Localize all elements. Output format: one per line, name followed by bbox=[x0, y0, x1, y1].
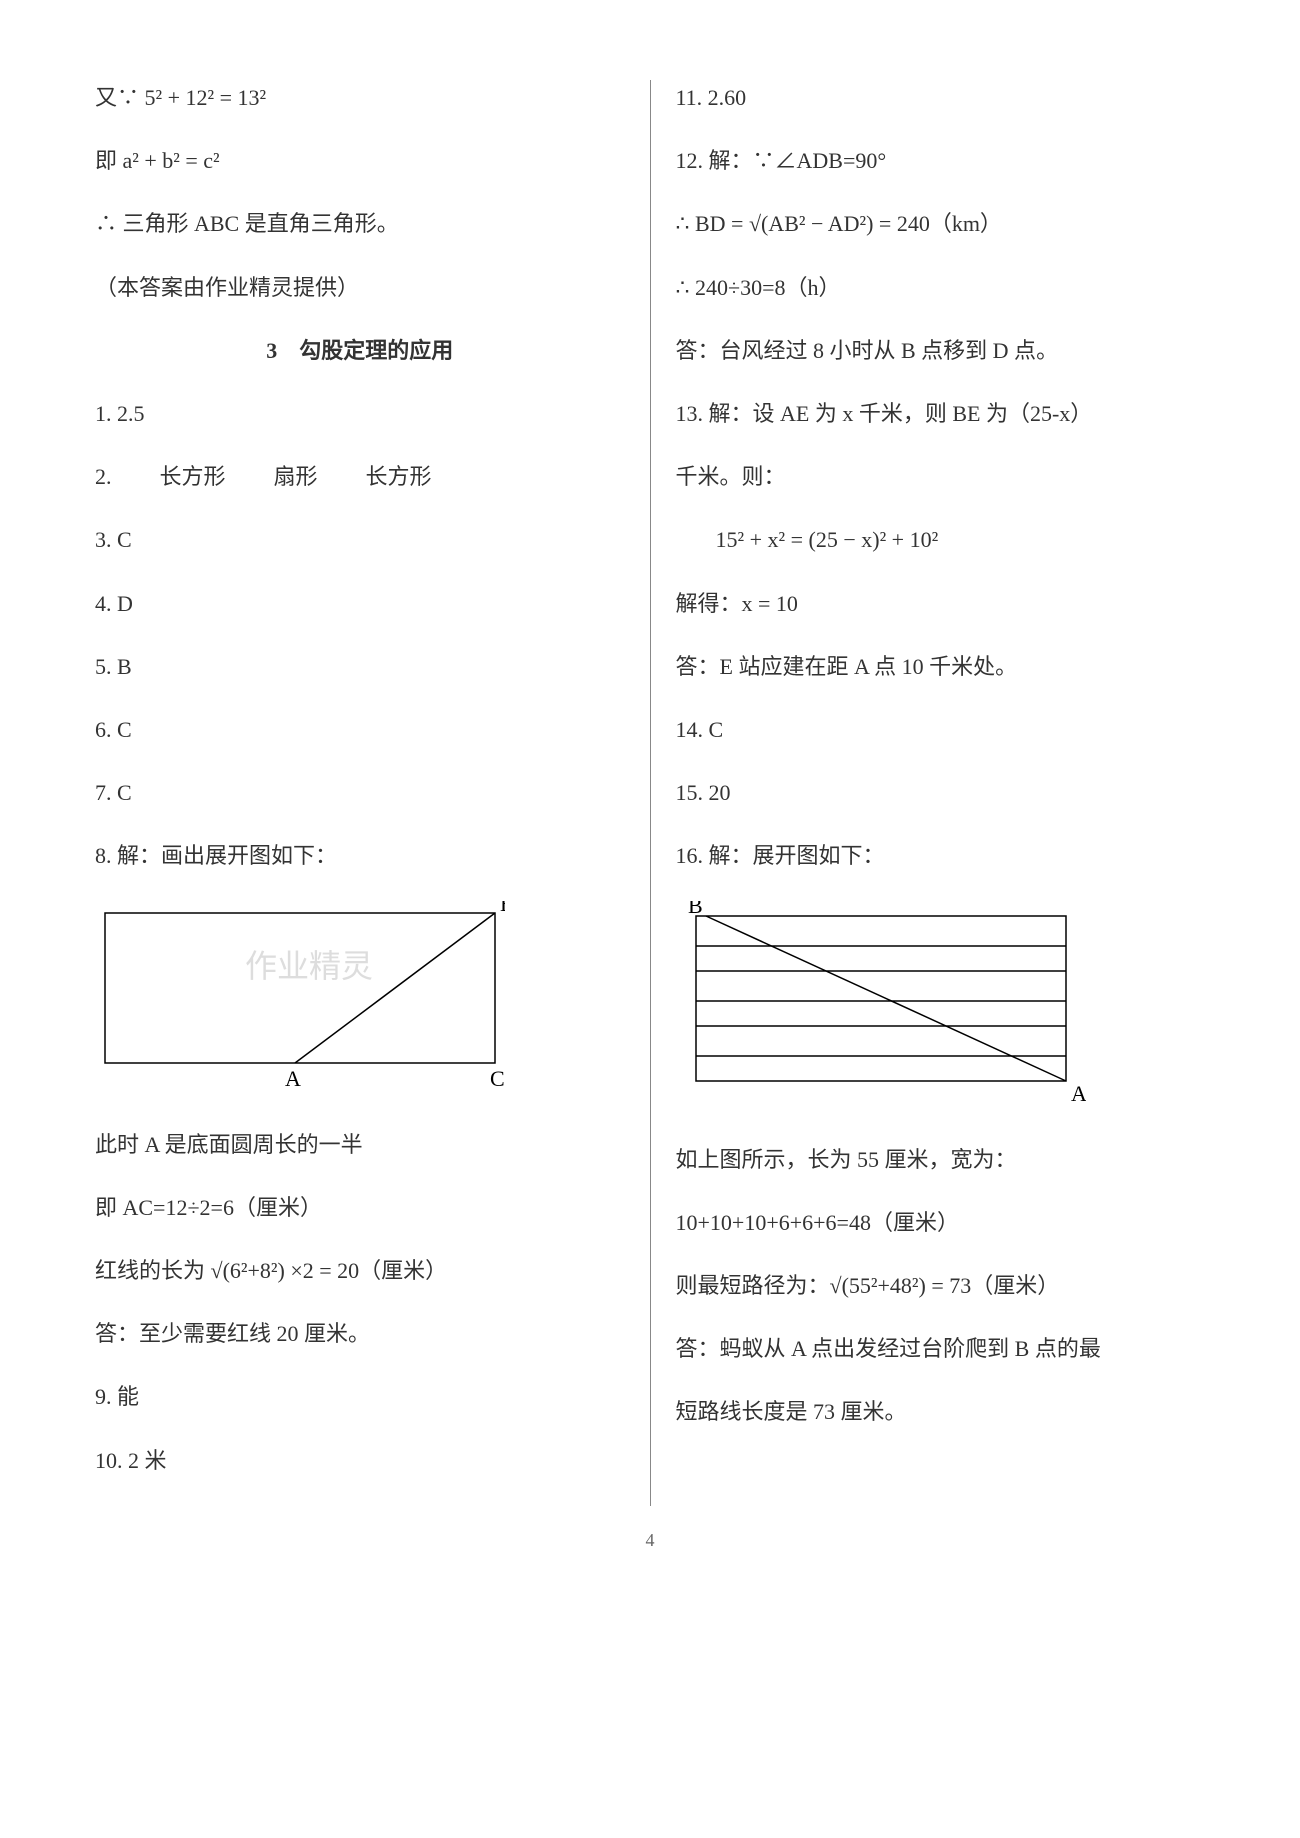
text-line: 10+10+10+6+6+6=48（厘米） bbox=[676, 1205, 1206, 1240]
text-line: 16. 解：展开图如下： bbox=[676, 838, 1206, 873]
answer-line: 9. 能 bbox=[95, 1379, 625, 1414]
answer-line: 2. 长方形 扇形 长方形 bbox=[95, 459, 625, 494]
right-column: 11. 2.60 12. 解：∵∠ADB=90° ∴ BD = √(AB² − … bbox=[651, 80, 1231, 1506]
answer-line: 10. 2 米 bbox=[95, 1443, 625, 1478]
page-number: 4 bbox=[70, 1526, 1230, 1555]
answer-line: 1. 2.5 bbox=[95, 396, 625, 431]
text-line: 此时 A 是底面圆周长的一半 bbox=[95, 1127, 625, 1162]
answer-line: 8. 解：画出展开图如下： bbox=[95, 838, 625, 873]
text-line: 即 AC=12÷2=6（厘米） bbox=[95, 1190, 625, 1225]
text-line: 答：至少需要红线 20 厘米。 bbox=[95, 1316, 625, 1351]
text-line: 答：E 站应建在距 A 点 10 千米处。 bbox=[676, 649, 1206, 684]
diagram-q8: 作业精灵 BAC bbox=[95, 901, 625, 1106]
left-column: 又∵ 5² + 12² = 13² 即 a² + b² = c² ∴ 三角形 A… bbox=[70, 80, 651, 1506]
text-line: 12. 解：∵∠ADB=90° bbox=[676, 143, 1206, 178]
diagram-q16: BA bbox=[676, 901, 1206, 1121]
text-line: 13. 解：设 AE 为 x 千米，则 BE 为（25-x） bbox=[676, 396, 1206, 431]
formula-line: 15² + x² = (25 − x)² + 10² bbox=[676, 522, 1206, 557]
svg-text:A: A bbox=[285, 1066, 301, 1091]
svg-text:A: A bbox=[1071, 1081, 1086, 1106]
svg-text:C: C bbox=[490, 1066, 505, 1091]
svg-text:B: B bbox=[500, 901, 505, 916]
text-line: 如上图所示，长为 55 厘米，宽为： bbox=[676, 1142, 1206, 1177]
text-line: ∴ 三角形 ABC 是直角三角形。 bbox=[95, 206, 625, 241]
two-column-layout: 又∵ 5² + 12² = 13² 即 a² + b² = c² ∴ 三角形 A… bbox=[70, 80, 1230, 1506]
text-line: ∴ BD = √(AB² − AD²) = 240（km） bbox=[676, 206, 1206, 241]
text-line: 短路线长度是 73 厘米。 bbox=[676, 1394, 1206, 1429]
answer-line: 15. 20 bbox=[676, 775, 1206, 810]
svg-text:B: B bbox=[688, 901, 703, 918]
answer-line: 14. C bbox=[676, 712, 1206, 747]
text-line: 千米。则： bbox=[676, 459, 1206, 494]
answer-line: 11. 2.60 bbox=[676, 80, 1206, 115]
answer-line: 5. B bbox=[95, 649, 625, 684]
section-title: 3 勾股定理的应用 bbox=[95, 333, 625, 368]
q2-answer-a: 长方形 bbox=[160, 459, 226, 494]
q2-answer-b: 扇形 bbox=[274, 459, 318, 494]
answer-line: 6. C bbox=[95, 712, 625, 747]
text-line: 答：台风经过 8 小时从 B 点移到 D 点。 bbox=[676, 333, 1206, 368]
q-number: 2. bbox=[95, 459, 112, 494]
unfold-diagram-left: B A C bbox=[95, 901, 505, 1096]
answer-line: 4. D bbox=[95, 586, 625, 621]
text-line: 又∵ 5² + 12² = 13² bbox=[95, 80, 625, 115]
text-line: 即 a² + b² = c² bbox=[95, 143, 625, 178]
text-line: （本答案由作业精灵提供） bbox=[95, 270, 625, 305]
text-line: 解得：x = 10 bbox=[676, 586, 1206, 621]
text-line: 答：蚂蚁从 A 点出发经过台阶爬到 B 点的最 bbox=[676, 1331, 1206, 1366]
answer-line: 7. C bbox=[95, 775, 625, 810]
unfold-diagram-right: BA bbox=[676, 901, 1086, 1111]
text-line: 则最短路径为：√(55²+48²) = 73（厘米） bbox=[676, 1268, 1206, 1303]
text-line: 红线的长为 √(6²+8²) ×2 = 20（厘米） bbox=[95, 1253, 625, 1288]
text-line: ∴ 240÷30=8（h） bbox=[676, 270, 1206, 305]
q2-answer-c: 长方形 bbox=[366, 459, 432, 494]
answer-line: 3. C bbox=[95, 522, 625, 557]
